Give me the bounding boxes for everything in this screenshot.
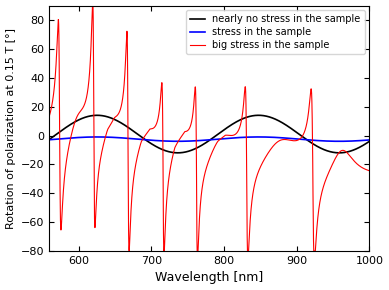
big stress in the sample bbox=[352, 159, 356, 162]
big stress in the sample bbox=[216, 139, 221, 143]
Line: stress in the sample: stress in the sample bbox=[49, 137, 370, 141]
nearly no stress in the sample bbox=[337, 151, 342, 155]
nearly no stress in the sample bbox=[216, 133, 221, 136]
Line: big stress in the sample: big stress in the sample bbox=[49, 6, 370, 251]
big stress in the sample bbox=[47, 114, 52, 117]
nearly no stress in the sample bbox=[367, 139, 372, 143]
X-axis label: Wavelength [nm]: Wavelength [nm] bbox=[155, 271, 264, 284]
stress in the sample bbox=[251, 135, 256, 139]
nearly no stress in the sample bbox=[86, 115, 91, 118]
big stress in the sample bbox=[127, 249, 131, 253]
stress in the sample bbox=[54, 137, 59, 141]
big stress in the sample bbox=[337, 151, 342, 154]
nearly no stress in the sample bbox=[175, 151, 180, 155]
stress in the sample bbox=[95, 135, 100, 139]
nearly no stress in the sample bbox=[54, 132, 59, 136]
Legend: nearly no stress in the sample, stress in the sample, big stress in the sample: nearly no stress in the sample, stress i… bbox=[186, 10, 364, 54]
big stress in the sample bbox=[251, 190, 256, 193]
stress in the sample bbox=[337, 139, 342, 143]
big stress in the sample bbox=[367, 169, 372, 173]
stress in the sample bbox=[216, 137, 221, 141]
nearly no stress in the sample bbox=[352, 148, 356, 152]
nearly no stress in the sample bbox=[251, 114, 256, 117]
nearly no stress in the sample bbox=[47, 137, 52, 141]
big stress in the sample bbox=[86, 81, 91, 85]
Line: nearly no stress in the sample: nearly no stress in the sample bbox=[49, 115, 370, 153]
stress in the sample bbox=[175, 139, 180, 143]
nearly no stress in the sample bbox=[95, 114, 100, 117]
stress in the sample bbox=[86, 135, 91, 139]
stress in the sample bbox=[47, 138, 52, 142]
stress in the sample bbox=[367, 138, 372, 142]
stress in the sample bbox=[352, 139, 356, 143]
big stress in the sample bbox=[54, 48, 59, 52]
big stress in the sample bbox=[90, 4, 95, 7]
Y-axis label: Rotation of polarization at 0.15 T [°]: Rotation of polarization at 0.15 T [°] bbox=[5, 28, 16, 229]
